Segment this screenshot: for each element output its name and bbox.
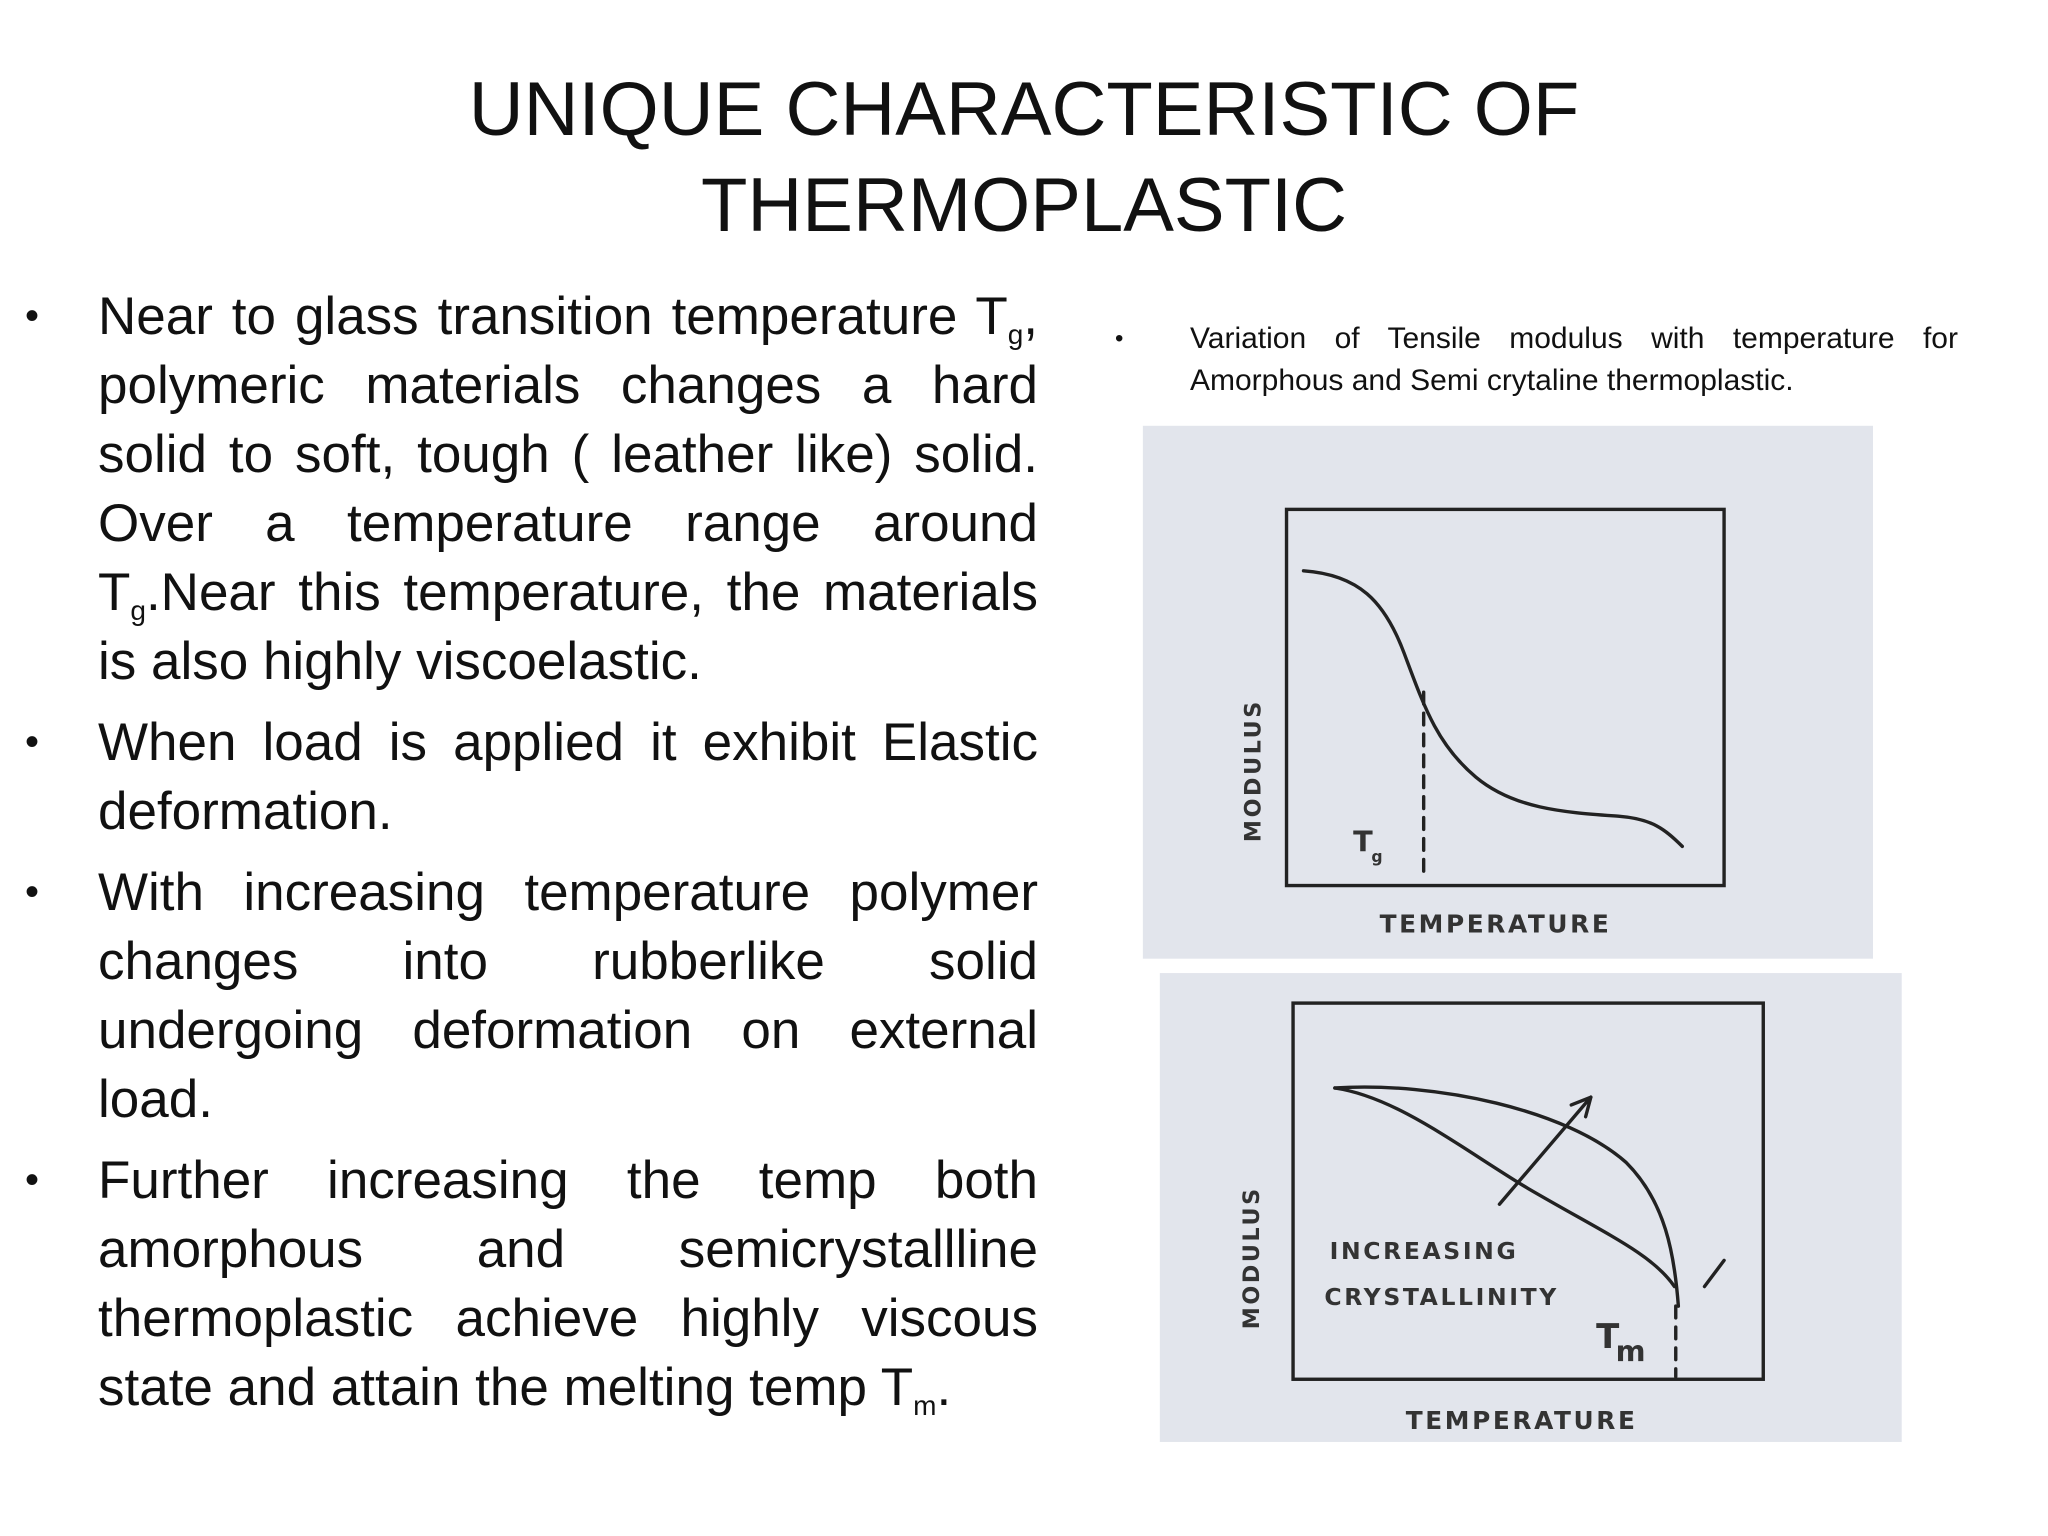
x-label: TEMPERATURE bbox=[1406, 1406, 1638, 1435]
arrow bbox=[1497, 1095, 1593, 1206]
bullet: With increasing temperature polymer chan… bbox=[25, 858, 1038, 1134]
bullet: Further increasing the temp both amorpho… bbox=[25, 1146, 1038, 1422]
plot-frame bbox=[1284, 507, 1726, 888]
figure-caption: Variation of Tensile modulus with temper… bbox=[1115, 318, 1958, 402]
subscript: g bbox=[130, 595, 146, 626]
subscript: m bbox=[913, 1390, 937, 1421]
title-line: THERMOPLASTIC bbox=[700, 163, 1348, 248]
bullet-text: . bbox=[936, 1358, 952, 1417]
plot-frame bbox=[1291, 1001, 1765, 1381]
photo-background bbox=[1142, 425, 1873, 959]
bullet-text: With increasing temperature polymer chan… bbox=[98, 863, 1038, 1129]
marker-sub: g bbox=[1371, 847, 1385, 866]
annotation: CRYSTALLINITY bbox=[1324, 1283, 1559, 1311]
marker: T bbox=[1353, 825, 1375, 859]
bullet-text: , polymeric materials changes a hard sol… bbox=[98, 287, 1038, 622]
y-label: MODULUS bbox=[1240, 699, 1266, 842]
diagram: MODULUS T g TEMPERATURE bbox=[1142, 425, 1873, 959]
annotation: INCREASING bbox=[1330, 1237, 1519, 1265]
bullet-list: Near to glass transition temperature Tg,… bbox=[25, 282, 1038, 1434]
photo-background bbox=[1159, 973, 1902, 1442]
bullet: When load is applied it exhibit Elastic … bbox=[25, 708, 1038, 846]
marker: T bbox=[1596, 1317, 1622, 1357]
bullet-text: .Near this temperature, the materials is… bbox=[98, 563, 1038, 691]
tick-stroke bbox=[1702, 1258, 1726, 1289]
title-line: UNIQUE CHARACTERISTIC OF bbox=[468, 67, 1580, 152]
x-label: TEMPERATURE bbox=[1380, 910, 1612, 939]
curve bbox=[1333, 1085, 1681, 1308]
curve bbox=[1333, 1086, 1677, 1289]
subscript: g bbox=[1007, 319, 1024, 350]
bullet-text: When load is applied it exhibit Elastic … bbox=[98, 713, 1038, 841]
bullet-text: Further increasing the temp both amorpho… bbox=[98, 1151, 1038, 1417]
bullet-text: Near to glass transition temperature T bbox=[98, 287, 1008, 346]
marker-sub: m bbox=[1616, 1334, 1649, 1368]
y-label: MODULUS bbox=[1239, 1186, 1265, 1329]
diagram: MODULUS INCREASING CRYSTALLINITY T m TEM… bbox=[1159, 973, 1902, 1442]
slide-title: UNIQUE CHARACTERISTIC OF THERMOPLASTIC bbox=[0, 62, 2048, 254]
bullet: Near to glass transition temperature Tg,… bbox=[25, 282, 1038, 696]
curve bbox=[1301, 569, 1684, 849]
